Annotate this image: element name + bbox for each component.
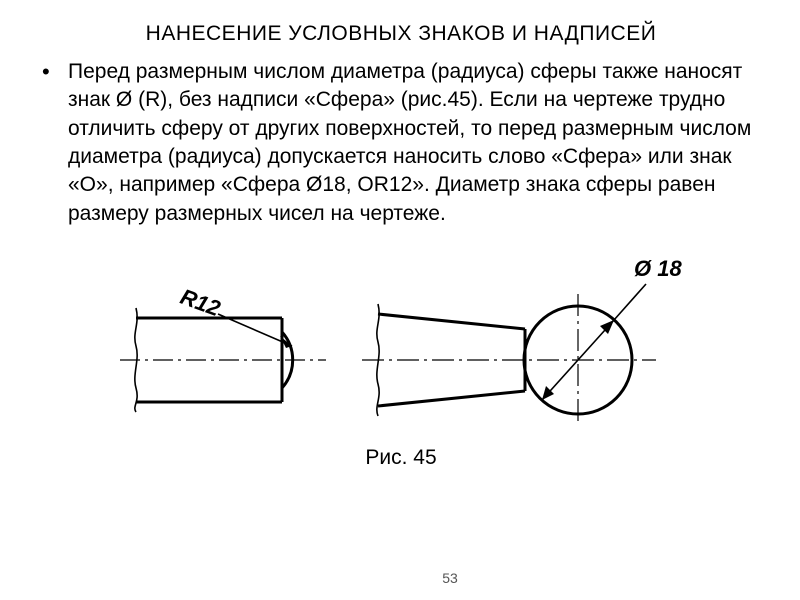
bullet-icon: • bbox=[40, 58, 68, 86]
body-row: • Перед размерным числом диаметра (радиу… bbox=[40, 58, 762, 228]
dim-label-d18: Ø 18 bbox=[634, 256, 682, 282]
figure-45: R12 Ø 18 bbox=[40, 254, 760, 444]
body-paragraph: Перед размерным числом диаметра (радиуса… bbox=[68, 58, 762, 228]
page-number: 53 bbox=[50, 570, 800, 586]
figure-caption: Рис. 45 bbox=[40, 446, 762, 470]
page-title: НАНЕСЕНИЕ УСЛОВНЫХ ЗНАКОВ И НАДПИСЕЙ bbox=[40, 22, 762, 46]
